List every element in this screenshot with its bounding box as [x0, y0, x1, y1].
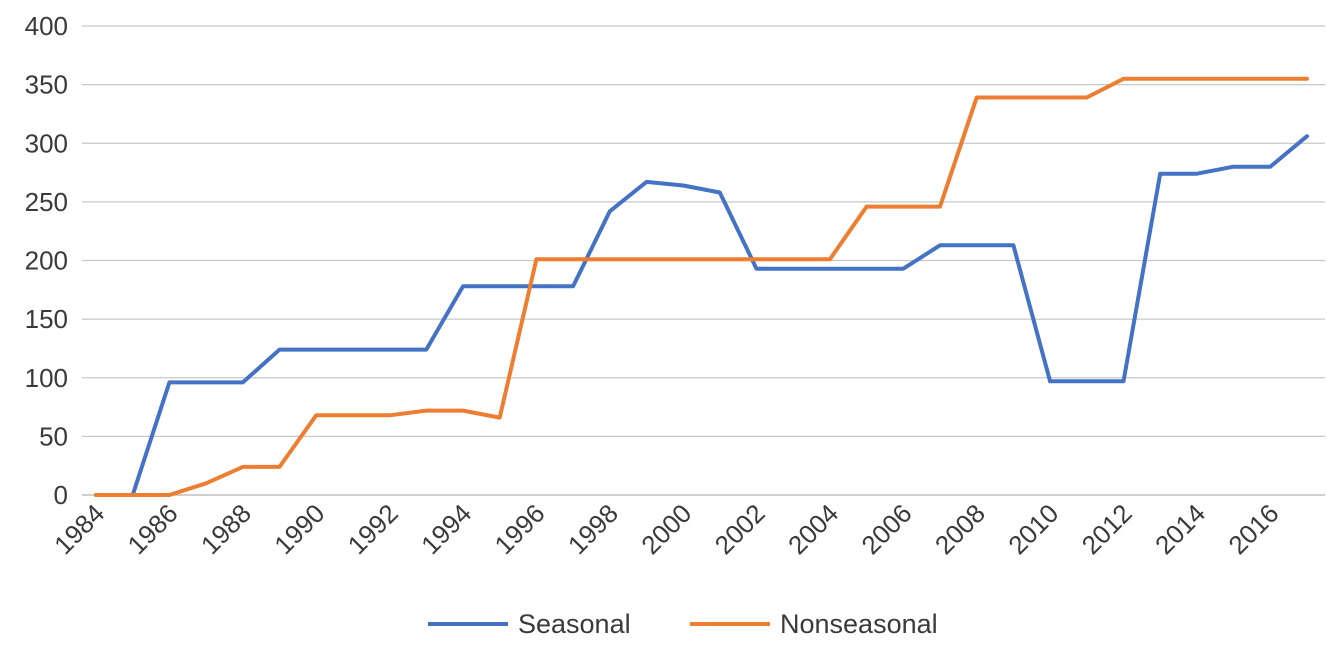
x-tick-label: 1990	[268, 498, 330, 560]
x-tick-label: 2002	[709, 498, 771, 560]
x-tick-label: 2006	[855, 498, 917, 560]
y-tick-label: 350	[25, 70, 68, 100]
x-tick-label: 1988	[195, 498, 257, 560]
x-tick-label: 2008	[929, 498, 991, 560]
y-tick-label: 250	[25, 187, 68, 217]
x-tick-label: 2016	[1222, 498, 1284, 560]
x-tick-label: 2014	[1149, 498, 1211, 560]
series-line-seasonal	[94, 134, 1309, 497]
legend-label-seasonal: Seasonal	[518, 609, 631, 639]
x-tick-label: 1994	[415, 498, 477, 560]
legend-label-nonseasonal: Nonseasonal	[780, 609, 938, 639]
y-tick-label: 150	[25, 304, 68, 334]
x-tick-label: 1986	[122, 498, 184, 560]
y-tick-label: 100	[25, 363, 68, 393]
series-line-nonseasonal	[94, 76, 1309, 497]
x-tick-label: 2000	[635, 498, 697, 560]
x-tick-label: 1992	[342, 498, 404, 560]
x-tick-label: 2010	[1002, 498, 1064, 560]
y-tick-label: 50	[39, 421, 68, 451]
x-tick-label: 2004	[782, 498, 844, 560]
y-tick-label: 300	[25, 128, 68, 158]
x-tick-label: 1998	[562, 498, 624, 560]
x-tick-label: 2012	[1076, 498, 1138, 560]
y-tick-label: 0	[54, 480, 68, 510]
x-tick-label: 1996	[488, 498, 550, 560]
y-tick-label: 200	[25, 246, 68, 276]
y-tick-label: 400	[25, 11, 68, 41]
